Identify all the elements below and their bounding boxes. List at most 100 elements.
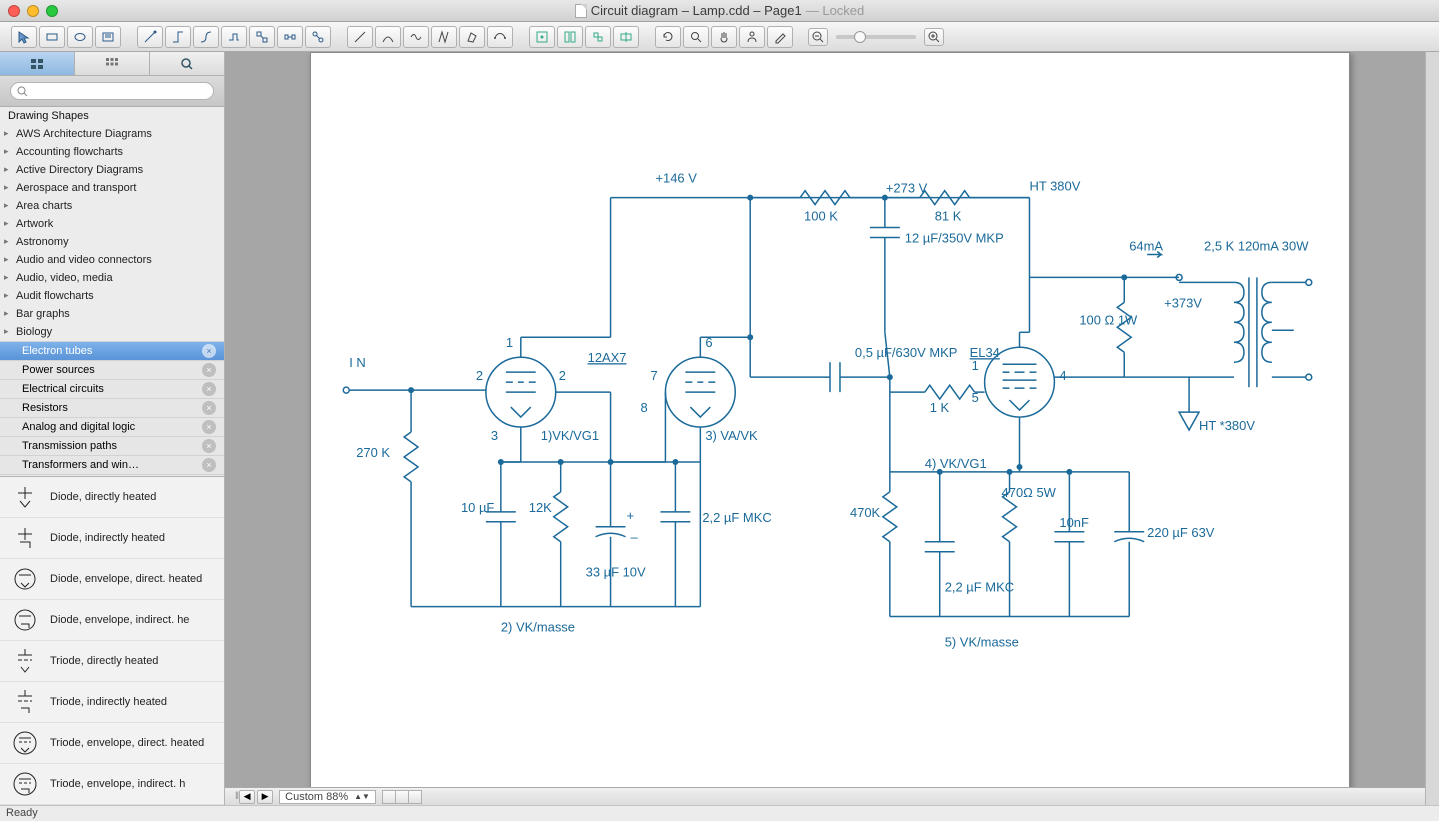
connect4-tool[interactable] bbox=[221, 26, 247, 48]
svg-text:+146 V: +146 V bbox=[655, 171, 697, 186]
library-subitem[interactable]: Analog and digital logic× bbox=[0, 417, 224, 436]
page-navigation: ◀ ▶ bbox=[239, 790, 273, 804]
svg-text:12AX7: 12AX7 bbox=[588, 350, 627, 365]
line3-tool[interactable] bbox=[403, 26, 429, 48]
close-icon[interactable]: × bbox=[202, 458, 216, 472]
tool-group-select bbox=[10, 25, 122, 49]
category-item[interactable]: Accounting flowcharts bbox=[0, 143, 224, 161]
svg-text:81 K: 81 K bbox=[935, 209, 962, 224]
category-item[interactable]: Artwork bbox=[0, 215, 224, 233]
category-item[interactable]: Aerospace and transport bbox=[0, 179, 224, 197]
category-item[interactable]: AWS Architecture Diagrams bbox=[0, 125, 224, 143]
pointer-tool[interactable] bbox=[11, 26, 37, 48]
close-icon[interactable]: × bbox=[202, 439, 216, 453]
stencil-item[interactable]: Diode, directly heated bbox=[0, 477, 224, 518]
canvas-area[interactable]: +146 V 100 K +273 V 81 K HT 380V bbox=[225, 52, 1425, 805]
rect-tool[interactable] bbox=[39, 26, 65, 48]
zoom-slider-track[interactable] bbox=[836, 35, 916, 39]
svg-text:33 µF 10V: 33 µF 10V bbox=[586, 565, 646, 580]
stencil-item[interactable]: Triode, directly heated bbox=[0, 641, 224, 682]
locked-indicator: — Locked bbox=[806, 3, 865, 18]
category-item[interactable]: Bar graphs bbox=[0, 305, 224, 323]
line1-tool[interactable] bbox=[347, 26, 373, 48]
align1-tool[interactable] bbox=[529, 26, 555, 48]
sidebar-tab-search[interactable] bbox=[150, 52, 224, 75]
sidebar-tab-library[interactable] bbox=[0, 52, 75, 75]
line4-tool[interactable] bbox=[431, 26, 457, 48]
category-item[interactable]: Astronomy bbox=[0, 233, 224, 251]
close-icon[interactable]: × bbox=[202, 363, 216, 377]
category-item[interactable]: Audio and video connectors bbox=[0, 251, 224, 269]
category-item[interactable]: Audio, video, media bbox=[0, 269, 224, 287]
window-title: Circuit diagram – Lamp.cdd – Page1 — Loc… bbox=[0, 3, 1439, 18]
main-area: Drawing Shapes AWS Architecture Diagrams… bbox=[0, 52, 1439, 805]
svg-text:+373V: +373V bbox=[1164, 295, 1202, 310]
svg-text:470K: 470K bbox=[850, 505, 881, 520]
library-subitem[interactable]: Transformers and win…× bbox=[0, 455, 224, 474]
library-subitem[interactable]: Electron tubes× bbox=[0, 341, 224, 360]
svg-text:+: + bbox=[627, 508, 635, 523]
close-icon[interactable]: × bbox=[202, 420, 216, 434]
shape-categories[interactable]: Drawing Shapes AWS Architecture Diagrams… bbox=[0, 107, 224, 476]
prev-page-button[interactable]: ◀ bbox=[239, 790, 255, 804]
stencil-icon bbox=[10, 565, 40, 593]
stencil-item[interactable]: Triode, envelope, indirect. h bbox=[0, 764, 224, 805]
refresh-tool[interactable] bbox=[655, 26, 681, 48]
zoom-slider-thumb[interactable] bbox=[854, 31, 866, 43]
library-subitem[interactable]: Resistors× bbox=[0, 398, 224, 417]
status-text: Ready bbox=[6, 807, 38, 819]
connect5-tool[interactable] bbox=[249, 26, 275, 48]
category-item[interactable]: Biology bbox=[0, 323, 224, 341]
zoom-level-select[interactable]: Custom 88% ▲▼ bbox=[279, 790, 376, 804]
line6-tool[interactable] bbox=[487, 26, 513, 48]
vertical-scrollbar[interactable] bbox=[1425, 52, 1439, 805]
close-icon[interactable]: × bbox=[202, 344, 216, 358]
stencil-icon bbox=[10, 688, 40, 716]
zoom-tool[interactable] bbox=[683, 26, 709, 48]
stencil-list[interactable]: Diode, directly heatedDiode, indirectly … bbox=[0, 476, 224, 805]
connect2-tool[interactable] bbox=[165, 26, 191, 48]
stencil-item[interactable]: Diode, envelope, indirect. he bbox=[0, 600, 224, 641]
next-page-button[interactable]: ▶ bbox=[257, 790, 273, 804]
connect1-tool[interactable] bbox=[137, 26, 163, 48]
hand-tool[interactable] bbox=[711, 26, 737, 48]
category-item[interactable]: Area charts bbox=[0, 197, 224, 215]
close-icon[interactable]: × bbox=[202, 401, 216, 415]
stencil-item[interactable]: Triode, indirectly heated bbox=[0, 682, 224, 723]
connect6-tool[interactable] bbox=[277, 26, 303, 48]
text-tool[interactable] bbox=[95, 26, 121, 48]
stencil-item[interactable]: Diode, indirectly heated bbox=[0, 518, 224, 559]
person-tool[interactable] bbox=[739, 26, 765, 48]
line2-tool[interactable] bbox=[375, 26, 401, 48]
line5-tool[interactable] bbox=[459, 26, 485, 48]
align4-tool[interactable] bbox=[613, 26, 639, 48]
svg-text:100 Ω 1W: 100 Ω 1W bbox=[1079, 312, 1138, 327]
svg-text:1: 1 bbox=[972, 358, 979, 373]
stencil-item[interactable]: Diode, envelope, direct. heated bbox=[0, 559, 224, 600]
library-subitem[interactable]: Electrical circuits× bbox=[0, 379, 224, 398]
tool-group-view bbox=[654, 25, 794, 49]
svg-text:8: 8 bbox=[640, 400, 647, 415]
ellipse-tool[interactable] bbox=[67, 26, 93, 48]
zoom-in-button[interactable] bbox=[924, 28, 944, 46]
category-header-drawing-shapes[interactable]: Drawing Shapes bbox=[0, 107, 224, 125]
tool-group-line bbox=[346, 25, 514, 49]
library-search-input[interactable] bbox=[10, 82, 214, 100]
edit-tool[interactable] bbox=[767, 26, 793, 48]
sidebar-search bbox=[0, 76, 224, 107]
library-subitem[interactable]: Power sources× bbox=[0, 360, 224, 379]
align2-tool[interactable] bbox=[557, 26, 583, 48]
close-icon[interactable]: × bbox=[202, 382, 216, 396]
connect7-tool[interactable] bbox=[305, 26, 331, 48]
library-subitem[interactable]: Transmission paths× bbox=[0, 436, 224, 455]
zoom-out-button[interactable] bbox=[808, 28, 828, 46]
sidebar-tab-grid[interactable] bbox=[75, 52, 150, 75]
category-item[interactable]: Audit flowcharts bbox=[0, 287, 224, 305]
connect3-tool[interactable] bbox=[193, 26, 219, 48]
stencil-icon bbox=[10, 524, 40, 552]
stencil-item[interactable]: Triode, envelope, direct. heated bbox=[0, 723, 224, 764]
svg-text:12K: 12K bbox=[529, 500, 552, 515]
category-item[interactable]: Active Directory Diagrams bbox=[0, 161, 224, 179]
align3-tool[interactable] bbox=[585, 26, 611, 48]
titlebar: Circuit diagram – Lamp.cdd – Page1 — Loc… bbox=[0, 0, 1439, 22]
